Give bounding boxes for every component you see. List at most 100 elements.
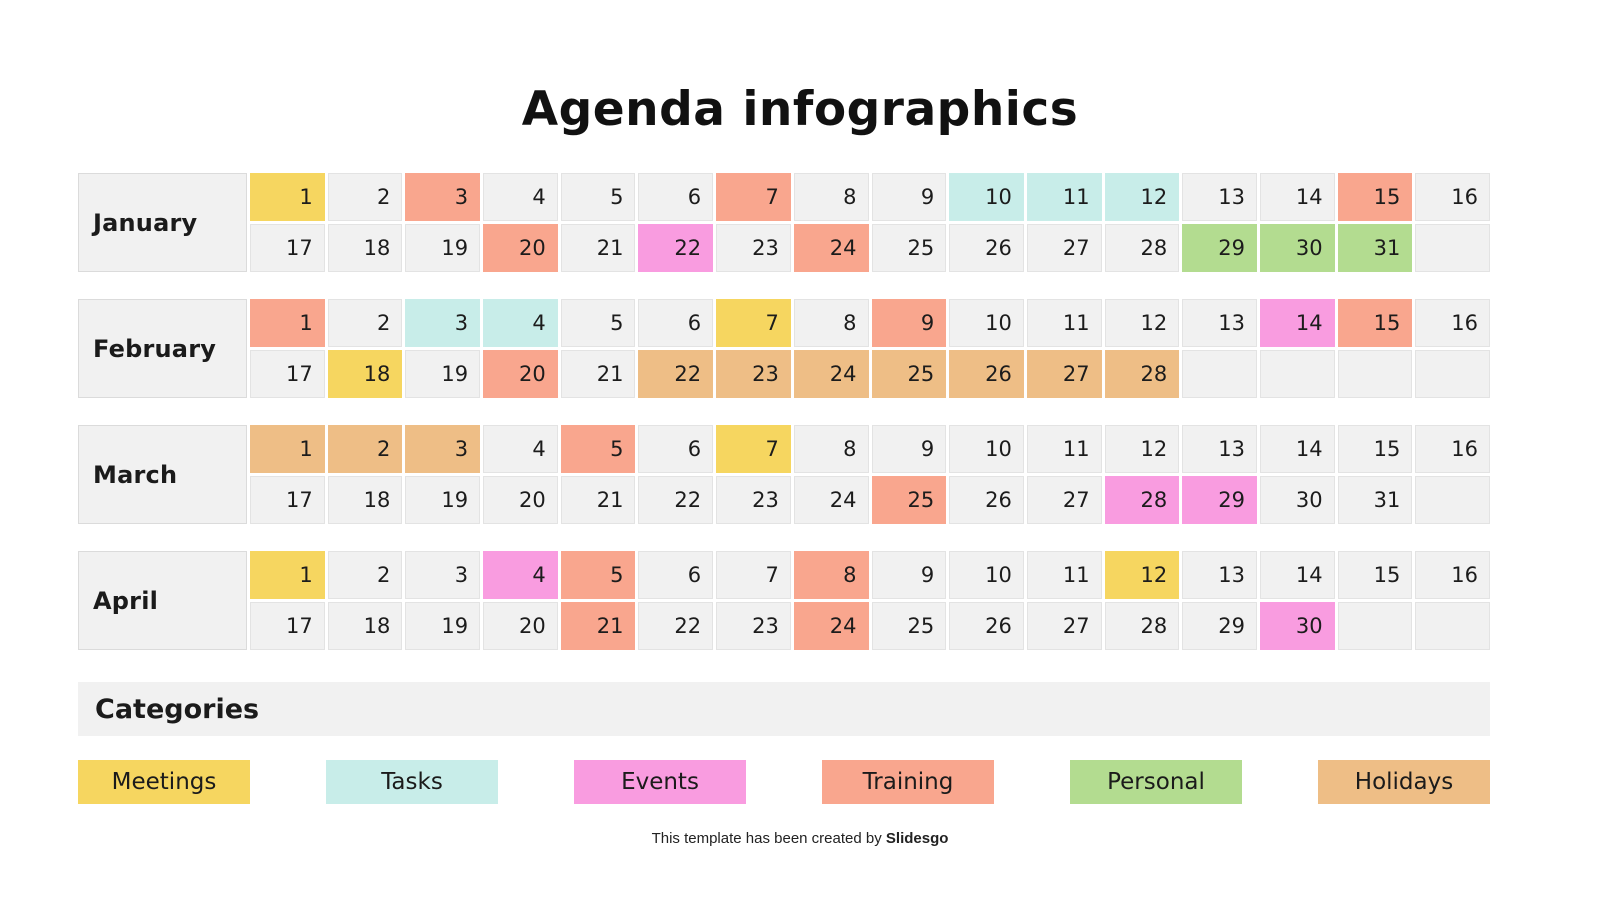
legend-chip-tasks: Tasks [326,760,498,804]
day-cell: 13 [1182,299,1257,347]
day-cell: 2 [327,551,403,599]
day-cell-empty [1415,602,1490,650]
day-cell: 9 [871,425,947,473]
day-cell: 27 [1026,350,1102,398]
day-cell: 16 [1415,551,1490,599]
month-block: March 1 2 3 4 5 6 7 8 9 10 11 12 13 14 15 16 17 18 19 20 21 22… [78,425,1490,524]
day-cell: 27 [1026,476,1102,524]
day-cell: 5 [560,299,636,347]
day-cell: 10 [949,173,1024,221]
day-cell: 5 [560,173,636,221]
day-cell: 7 [716,425,791,473]
day-cell: 26 [949,224,1024,272]
day-cell: 13 [1182,551,1257,599]
footer-text: This template has been created by [651,830,886,847]
day-cell: 24 [793,224,869,272]
day-cell-empty [1337,350,1413,398]
day-cell: 31 [1337,224,1413,272]
day-cell: 23 [716,602,791,650]
day-cell: 11 [1026,425,1102,473]
day-cell: 28 [1104,224,1180,272]
day-cell: 25 [871,602,947,650]
day-cell: 19 [405,350,481,398]
day-cell: 18 [327,350,403,398]
day-cell: 29 [1182,476,1257,524]
day-cell: 19 [405,476,481,524]
day-cell: 6 [638,551,714,599]
day-cell: 3 [405,173,481,221]
day-cell: 12 [1104,299,1180,347]
day-cell: 21 [560,350,636,398]
day-cell: 29 [1182,224,1257,272]
day-cell: 18 [327,476,403,524]
day-cell: 5 [560,425,636,473]
month-block: February 1 2 3 4 5 6 7 8 9 10 11 12 13 14 15 16 17 18 19 20 2… [78,299,1490,398]
day-cell: 23 [716,224,791,272]
day-cell: 20 [483,350,558,398]
legend-chip-training: Training [822,760,994,804]
calendar: January 1 2 3 4 5 6 7 8 9 10 11 12 13 14 15 16 17 18 19 20 21… [78,173,1490,650]
legend: Meetings Tasks Events Training Personal Holid… [78,760,1490,804]
day-cell: 19 [405,602,481,650]
day-cell: 10 [949,299,1024,347]
day-cell: 14 [1259,173,1335,221]
day-cell: 17 [250,476,325,524]
day-cell: 22 [638,350,714,398]
day-cell: 21 [560,224,636,272]
day-cell: 16 [1415,299,1490,347]
day-cell: 15 [1337,173,1413,221]
day-cell: 21 [560,476,636,524]
categories-header-bar: Categories [78,682,1490,736]
day-cell: 13 [1182,173,1257,221]
legend-chip-meetings: Meetings [78,760,250,804]
day-cell: 2 [327,299,403,347]
day-cell: 16 [1415,425,1490,473]
day-cell: 24 [793,476,869,524]
day-cell: 21 [560,602,636,650]
day-cell: 26 [949,476,1024,524]
day-cell: 27 [1026,602,1102,650]
day-cell: 20 [483,476,558,524]
legend-chip-holidays: Holidays [1318,760,1490,804]
day-cell-empty [1415,350,1490,398]
day-cell: 8 [793,551,869,599]
day-cell: 4 [483,299,558,347]
day-cell: 14 [1259,551,1335,599]
day-cell: 11 [1026,299,1102,347]
month-block: January 1 2 3 4 5 6 7 8 9 10 11 12 13 14 15 16 17 18 19 20 21… [78,173,1490,272]
day-cell: 22 [638,602,714,650]
month-label: March [78,425,247,524]
day-cell: 14 [1259,425,1335,473]
day-cell: 17 [250,350,325,398]
day-cell: 20 [483,224,558,272]
day-cell: 25 [871,476,947,524]
day-cell: 18 [327,224,403,272]
day-cell: 6 [638,425,714,473]
day-cell: 12 [1104,551,1180,599]
day-cell-empty [1415,224,1490,272]
day-cell: 8 [793,299,869,347]
day-cell: 15 [1337,299,1413,347]
day-cell: 20 [483,602,558,650]
categories-header-label: Categories [95,693,260,725]
day-cell: 26 [949,350,1024,398]
day-cell: 1 [250,173,325,221]
day-cell: 7 [716,173,791,221]
day-cell: 30 [1259,602,1335,650]
month-label: February [78,299,247,398]
day-cell: 1 [250,425,325,473]
day-cell: 9 [871,173,947,221]
day-cell: 16 [1415,173,1490,221]
day-cell: 22 [638,476,714,524]
day-cell: 15 [1337,425,1413,473]
day-cell: 3 [405,299,481,347]
day-cell: 2 [327,173,403,221]
day-cell: 17 [250,602,325,650]
day-cell-empty [1337,602,1413,650]
day-cell: 24 [793,602,869,650]
day-cell: 22 [638,224,714,272]
day-cell: 1 [250,299,325,347]
footer-credit: This template has been created by Slides… [0,830,1600,847]
month-label: January [78,173,247,272]
